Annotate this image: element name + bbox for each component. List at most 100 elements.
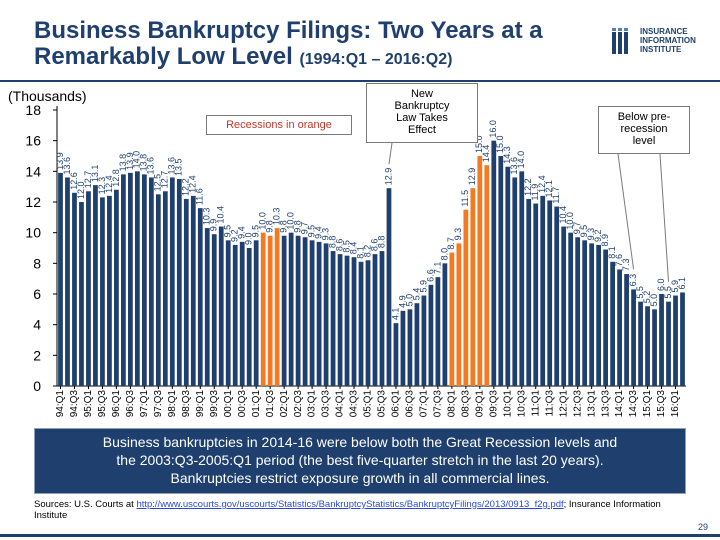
bar-04:Q3 xyxy=(351,257,357,386)
page-title: Business Bankruptcy Filings: Two Years a… xyxy=(34,18,594,73)
bar-13:Q2 xyxy=(596,244,602,386)
bar-00:Q1 xyxy=(225,240,231,386)
bar-value-label: 12.5 xyxy=(153,174,163,192)
bar-10:Q3 xyxy=(519,171,525,386)
x-tick-label: 11:Q3 xyxy=(544,390,555,417)
bar-value-label: 12.3 xyxy=(97,177,107,195)
bar-value-label: 13.8 xyxy=(118,154,128,172)
bar-14:Q1 xyxy=(617,269,622,386)
bar-99:Q3 xyxy=(211,234,217,386)
bar-11:Q3 xyxy=(547,200,553,386)
y-tick-label: 16 xyxy=(25,133,41,149)
bar-value-label: 11.5 xyxy=(460,190,470,207)
logo-line2: INFORMATION xyxy=(640,36,696,45)
bar-16:Q1 xyxy=(673,295,678,386)
bar-value-label: 8.1 xyxy=(607,246,617,259)
bar-98:Q3 xyxy=(183,198,189,386)
bar-98:Q2 xyxy=(176,179,182,386)
bar-97:Q1 xyxy=(141,174,147,386)
bar-00:Q2 xyxy=(232,244,238,386)
bar-08:Q4 xyxy=(470,188,476,386)
bar-value-label: 4.9 xyxy=(397,295,407,308)
bar-07:Q2 xyxy=(428,284,434,386)
bar-94:Q2 xyxy=(65,177,70,386)
bar-value-label: 13.6 xyxy=(146,157,156,175)
x-tick-label: 99:Q3 xyxy=(209,390,220,418)
bar-07:Q4 xyxy=(442,263,448,386)
bar-value-label: 8.0 xyxy=(439,248,449,261)
x-tick-label: 03:Q3 xyxy=(321,390,332,418)
y-tick-label: 0 xyxy=(33,378,41,394)
bar-value-label: 8.8 xyxy=(376,236,386,249)
x-tick-label: 06:Q3 xyxy=(405,390,416,418)
summary-line3: Bankruptcies restrict exposure growth in… xyxy=(170,470,550,486)
bar-value-label: 8.1 xyxy=(355,246,365,259)
bar-94:Q4 xyxy=(79,202,84,386)
x-tick-label: 02:Q1 xyxy=(279,390,290,418)
bar-95:Q1 xyxy=(86,191,91,386)
y-tick-label: 6 xyxy=(33,286,41,302)
title-period: (1994:Q1 – 2016:Q2) xyxy=(299,51,453,68)
bar-value-label: 11.9 xyxy=(530,184,540,201)
x-tick-label: 04:Q1 xyxy=(335,390,346,418)
bar-value-label: 9.7 xyxy=(572,222,582,235)
bar-96:Q3 xyxy=(128,172,133,386)
bar-value-label: 8.8 xyxy=(327,236,337,249)
bar-value-label: 9.3 xyxy=(453,228,463,241)
bar-value-label: 12.4 xyxy=(104,175,114,193)
bar-value-label: 12.6 xyxy=(69,172,79,190)
below-line2: recession xyxy=(620,123,668,135)
bar-94:Q3 xyxy=(72,192,77,386)
bar-03:Q2 xyxy=(316,241,322,386)
bar-value-label: 9.8 xyxy=(292,220,302,233)
x-tick-label: 09:Q1 xyxy=(474,390,485,418)
bar-10:Q2 xyxy=(512,177,518,386)
below-pointer-line-1 xyxy=(617,153,635,270)
bar-95:Q2 xyxy=(93,185,98,386)
bar-value-label: 5.2 xyxy=(642,291,652,304)
bar-11:Q4 xyxy=(554,206,560,386)
bar-value-label: 10.3 xyxy=(202,208,212,226)
bar-value-label: 9.5 xyxy=(579,225,589,238)
bar-16:Q2 xyxy=(680,292,685,386)
x-tick-label: 97:Q3 xyxy=(153,390,164,418)
bar-99:Q1 xyxy=(197,208,203,386)
x-tick-label: 12:Q1 xyxy=(558,390,569,418)
bar-value-label: 13.6 xyxy=(509,157,519,175)
bar-value-label: 9.2 xyxy=(593,229,603,242)
bar-value-label: 9.2 xyxy=(230,229,240,242)
summary-line2: the 2003:Q3-2005:Q1 period (the best fiv… xyxy=(116,452,604,468)
x-tick-label: 01:Q1 xyxy=(251,390,262,418)
bar-value-label: 12.9 xyxy=(383,168,393,186)
bar-12:Q2 xyxy=(568,232,574,386)
bar-value-label: 10.4 xyxy=(216,206,226,224)
bar-value-label: 7.3 xyxy=(621,259,631,272)
bar-value-label: 8.4 xyxy=(348,242,358,255)
bar-01:Q3 xyxy=(267,235,273,386)
bar-01:Q4 xyxy=(274,228,280,386)
bar-value-label: 7.6 xyxy=(614,254,624,267)
bar-value-label: 15.0 xyxy=(474,135,484,153)
x-tick-label: 95:Q1 xyxy=(83,390,94,418)
bar-value-label: 9.9 xyxy=(209,219,219,232)
bar-05:Q3 xyxy=(379,251,385,386)
below-line1: Below pre- xyxy=(617,111,671,123)
bar-05:Q1 xyxy=(365,260,371,386)
bar-value-label: 14.0 xyxy=(132,151,142,169)
x-tick-label: 15:Q1 xyxy=(642,390,653,418)
y-axis-units-label: (Thousands) xyxy=(8,88,87,104)
bar-97:Q2 xyxy=(148,177,154,386)
bankruptcy-bar-chart: 02468101214161813.913.612.612.012.713.11… xyxy=(25,102,686,418)
x-tick-label: 07:Q3 xyxy=(433,390,444,418)
x-tick-label: 96:Q1 xyxy=(111,390,122,418)
x-tick-label: 98:Q3 xyxy=(181,390,192,418)
x-tick-label: 14:Q1 xyxy=(614,390,625,418)
x-tick-label: 13:Q3 xyxy=(600,390,611,418)
bar-09:Q4 xyxy=(498,156,504,386)
bar-11:Q2 xyxy=(540,195,546,386)
bar-07:Q3 xyxy=(435,277,441,386)
footer-rule xyxy=(0,534,720,537)
bar-01:Q1 xyxy=(253,240,259,386)
sources-link[interactable]: http://www.uscourts.gov/uscourts/Statist… xyxy=(136,499,564,510)
x-tick-label: 97:Q1 xyxy=(139,390,150,418)
